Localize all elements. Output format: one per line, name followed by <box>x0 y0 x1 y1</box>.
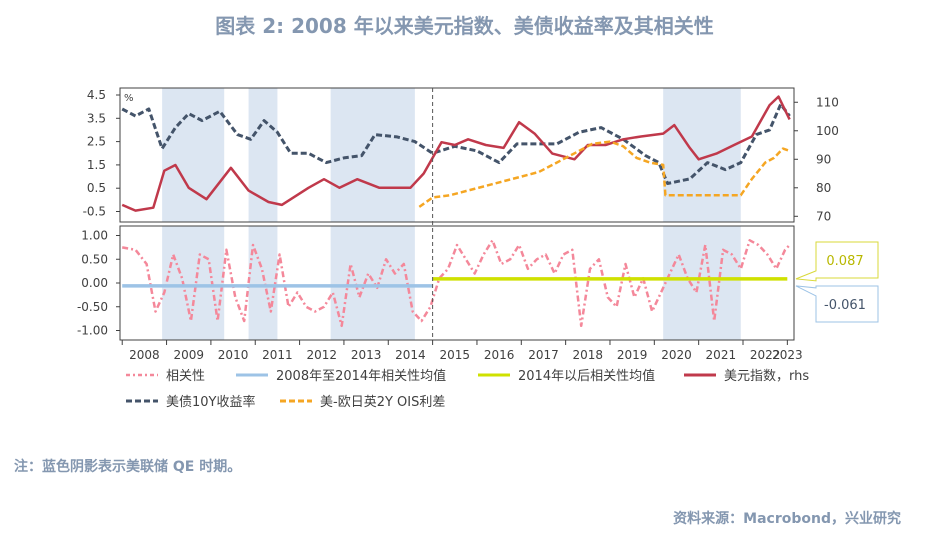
dxy-line <box>121 95 791 212</box>
qe-shading <box>162 88 741 340</box>
x-tick-label-7: 2015 <box>440 348 471 362</box>
callout-box-positive <box>795 241 879 282</box>
source-text: 资料来源：Macrobond，兴业研究 <box>673 511 901 527</box>
x-tick-label-2: 2010 <box>218 348 249 362</box>
series-layer <box>121 95 791 328</box>
callout-label-negative: -0.061 <box>824 298 866 313</box>
chart-title: 图表 2: 2008 年以来美元指数、美债收益率及其相关性 <box>215 14 714 38</box>
qe-shade-top-3 <box>663 88 741 222</box>
x-tick-label-10: 2018 <box>573 348 604 362</box>
legend-label-avg_post: 2014年以后相关性均值 <box>518 368 655 384</box>
right-tick-label-0: 110 <box>816 95 839 109</box>
callout-label-positive: 0.087 <box>826 254 863 269</box>
x-tick-label-11: 2019 <box>617 348 648 362</box>
qe-shade-bottom-2 <box>330 226 415 340</box>
right-tick-label-4: 70 <box>816 209 831 223</box>
left-tick-label-0: 4.5 <box>87 88 106 102</box>
bottom-left-tick-label-1: 0.50 <box>81 252 108 266</box>
x-tick-label-14: 2022 <box>750 348 781 362</box>
left-tick-label-2: 2.5 <box>87 135 106 149</box>
x-tick-label-8: 2016 <box>484 348 515 362</box>
legend-label-ust: 美债10Y收益率 <box>166 394 255 410</box>
legend-label-ois: 美-欧日英2Y OIS利差 <box>320 395 445 410</box>
qe-shade-bottom-3 <box>663 226 741 340</box>
qe-shade-bottom-1 <box>248 226 278 340</box>
x-tick-label-3: 2011 <box>262 348 293 362</box>
x-tick-label-5: 2013 <box>351 348 382 362</box>
bottom-left-tick-label-3: -0.50 <box>77 300 108 314</box>
right-tick-label-3: 80 <box>816 181 831 195</box>
x-tick-label-12: 2020 <box>661 348 692 362</box>
qe-shade-top-2 <box>330 88 415 222</box>
x-tick-label-0: 2008 <box>129 348 160 362</box>
left-tick-label-4: 0.5 <box>87 181 106 195</box>
bottom-left-tick-label-2: 0.00 <box>81 276 108 290</box>
left-tick-label-3: 1.5 <box>87 158 106 172</box>
x-tick-label-4: 2012 <box>306 348 337 362</box>
x-tick-label-1: 2009 <box>173 348 204 362</box>
callout-box-negative <box>795 285 879 323</box>
correlation-line <box>121 239 791 328</box>
bottom-left-tick-label-4: -1.00 <box>77 324 108 338</box>
legend-label-avg_pre: 2008年至2014年相关性均值 <box>276 368 446 384</box>
ois-spread-line <box>418 140 791 208</box>
top-panel-frame <box>119 87 795 223</box>
axes-layer: 4.5 3.5 2.5 1.5 0.5 -0.5% 110 100 90 80 70 1.00 0.50… <box>77 88 839 362</box>
qe-shade-top-0 <box>162 88 225 222</box>
qe-shade-bottom-0 <box>162 226 225 340</box>
x-tick-label-13: 2021 <box>706 348 737 362</box>
right-tick-label-1: 100 <box>816 124 839 138</box>
legend-label-corr: 相关性 <box>166 369 205 384</box>
x-tick-label-6: 2014 <box>395 348 426 362</box>
bottom-left-tick-label-0: 1.00 <box>81 229 108 243</box>
footnote: 注：蓝色阴影表示美联储 QE 时期。 <box>14 459 242 475</box>
left-axis-unit: % <box>124 93 134 104</box>
left-tick-label-5: -0.5 <box>83 205 106 219</box>
right-tick-label-2: 90 <box>816 152 831 166</box>
top-panel-border <box>119 87 795 223</box>
legend: 相关性 2008年至2014年相关性均值 2014年以后相关性均值 美元指数，rhs 美… <box>126 368 809 410</box>
left-tick-label-1: 3.5 <box>87 111 106 125</box>
callouts-layer: 0.087 -0.061 <box>795 241 879 323</box>
x-tick-label-9: 2017 <box>528 348 559 362</box>
legend-label-dxy: 美元指数，rhs <box>724 369 809 384</box>
x-tick-label-15: 2023 <box>772 348 803 362</box>
ust10y-line <box>121 102 791 185</box>
